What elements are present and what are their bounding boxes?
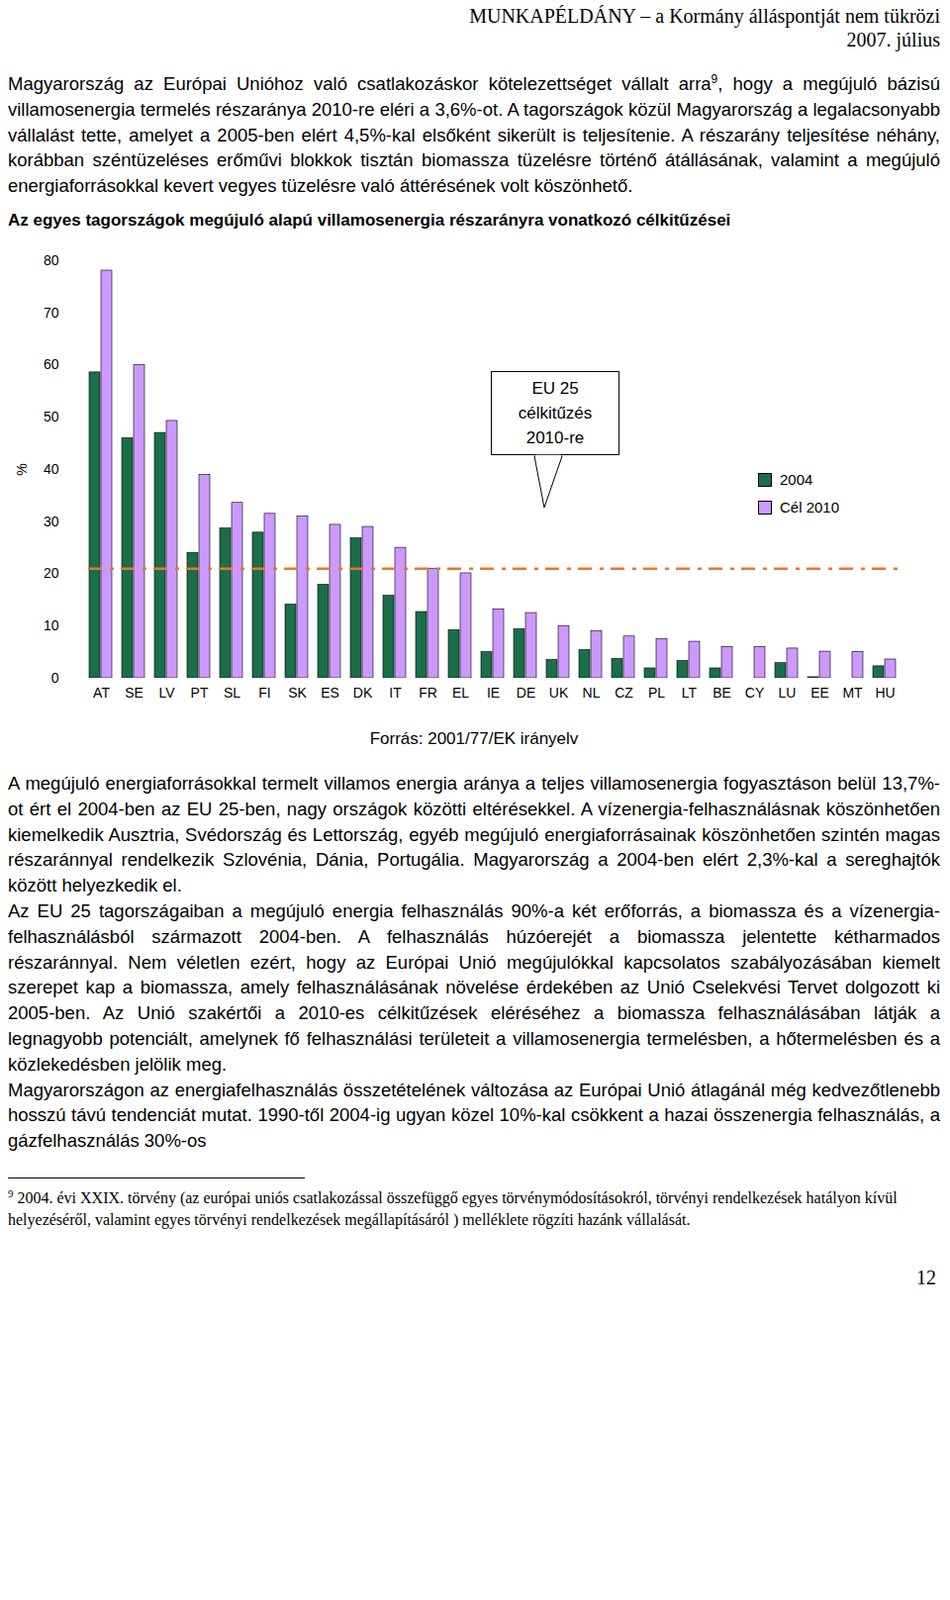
- html-text:Forrás: 2001/77/EK irányelv: Forrás: 2001/77/EK irányelv: [369, 729, 579, 749]
- svg-text:PL: PL: [648, 684, 665, 701]
- svg-text:HU: HU: [874, 684, 895, 701]
- svg-text:AT: AT: [93, 684, 110, 701]
- svg-text:CZ: CZ: [614, 684, 634, 701]
- html-text:célkitűzés: célkitűzés: [518, 403, 593, 423]
- svg-text:IT: IT: [388, 684, 402, 701]
- svg-text:IE: IE: [486, 684, 500, 701]
- svg-text:NL: NL: [582, 684, 601, 701]
- html-text:2004: 2004: [779, 471, 813, 488]
- svg-text:40: 40: [43, 461, 60, 477]
- svg-text:10: 10: [43, 617, 60, 634]
- svg-text:20: 20: [43, 565, 60, 581]
- svg-text:SK: SK: [287, 684, 307, 701]
- svg-text:%: %: [13, 463, 30, 475]
- svg-text:SL: SL: [223, 684, 241, 701]
- html-text:A megújuló energiaforrásokkal: A megújuló energiaforrásokkal termelt vi…: [7, 772, 941, 896]
- svg-text:70: 70: [43, 304, 60, 321]
- html-text:Cél 2010: Cél 2010: [779, 498, 840, 516]
- html-text:2010-re: 2010-re: [526, 428, 585, 448]
- svg-text:DK: DK: [353, 684, 374, 701]
- svg-text:80: 80: [43, 252, 60, 269]
- html-text:2007. július: 2007. július: [846, 28, 941, 51]
- svg-text:EL: EL: [452, 684, 470, 701]
- svg-text:SE: SE: [124, 684, 144, 701]
- svg-text:FR: FR: [418, 684, 438, 701]
- svg-text:ES: ES: [320, 684, 340, 701]
- svg-text:30: 30: [43, 513, 60, 530]
- svg-text:LU: LU: [778, 684, 797, 701]
- svg-text:LT: LT: [681, 684, 698, 701]
- html-text:EU 25: EU 25: [531, 379, 579, 398]
- svg-text:FI: FI: [258, 684, 271, 701]
- svg-text:LV: LV: [158, 684, 176, 701]
- html-text:Magyarországon az energiafelha: Magyarországon az energiafelhasználás ös…: [7, 1079, 941, 1151]
- svg-text:MT: MT: [842, 684, 863, 701]
- svg-text:60: 60: [43, 356, 60, 373]
- svg-text:DE: DE: [516, 684, 536, 701]
- svg-text:BE: BE: [712, 684, 732, 701]
- html-text:Az EU 25 tagországaiban a megú: Az EU 25 tagországaiban a megújuló energ…: [7, 900, 941, 1075]
- html-text:12: 12: [916, 1266, 937, 1289]
- svg-text:CY: CY: [745, 684, 765, 701]
- svg-text:EE: EE: [810, 684, 830, 701]
- html-text:2004. évi XXIX. törvény (az eu: 2004. évi XXIX. törvény (az európai unió…: [7, 1189, 898, 1229]
- html-text:Magyarország az Európai Unióho: Magyarország az Európai Unióhoz való csa…: [7, 72, 941, 197]
- svg-text:0: 0: [51, 669, 60, 686]
- html-text:9: 9: [7, 1187, 14, 1200]
- svg-text:PT: PT: [190, 684, 209, 701]
- svg-text:UK: UK: [549, 684, 570, 701]
- html-text:Az egyes tagországok megújuló: Az egyes tagországok megújuló alapú vill…: [7, 210, 731, 230]
- svg-text:50: 50: [43, 408, 60, 425]
- html-text:MUNKAPÉLDÁNY – a Kormány állás: MUNKAPÉLDÁNY – a Kormány álláspontját ne…: [469, 4, 941, 27]
